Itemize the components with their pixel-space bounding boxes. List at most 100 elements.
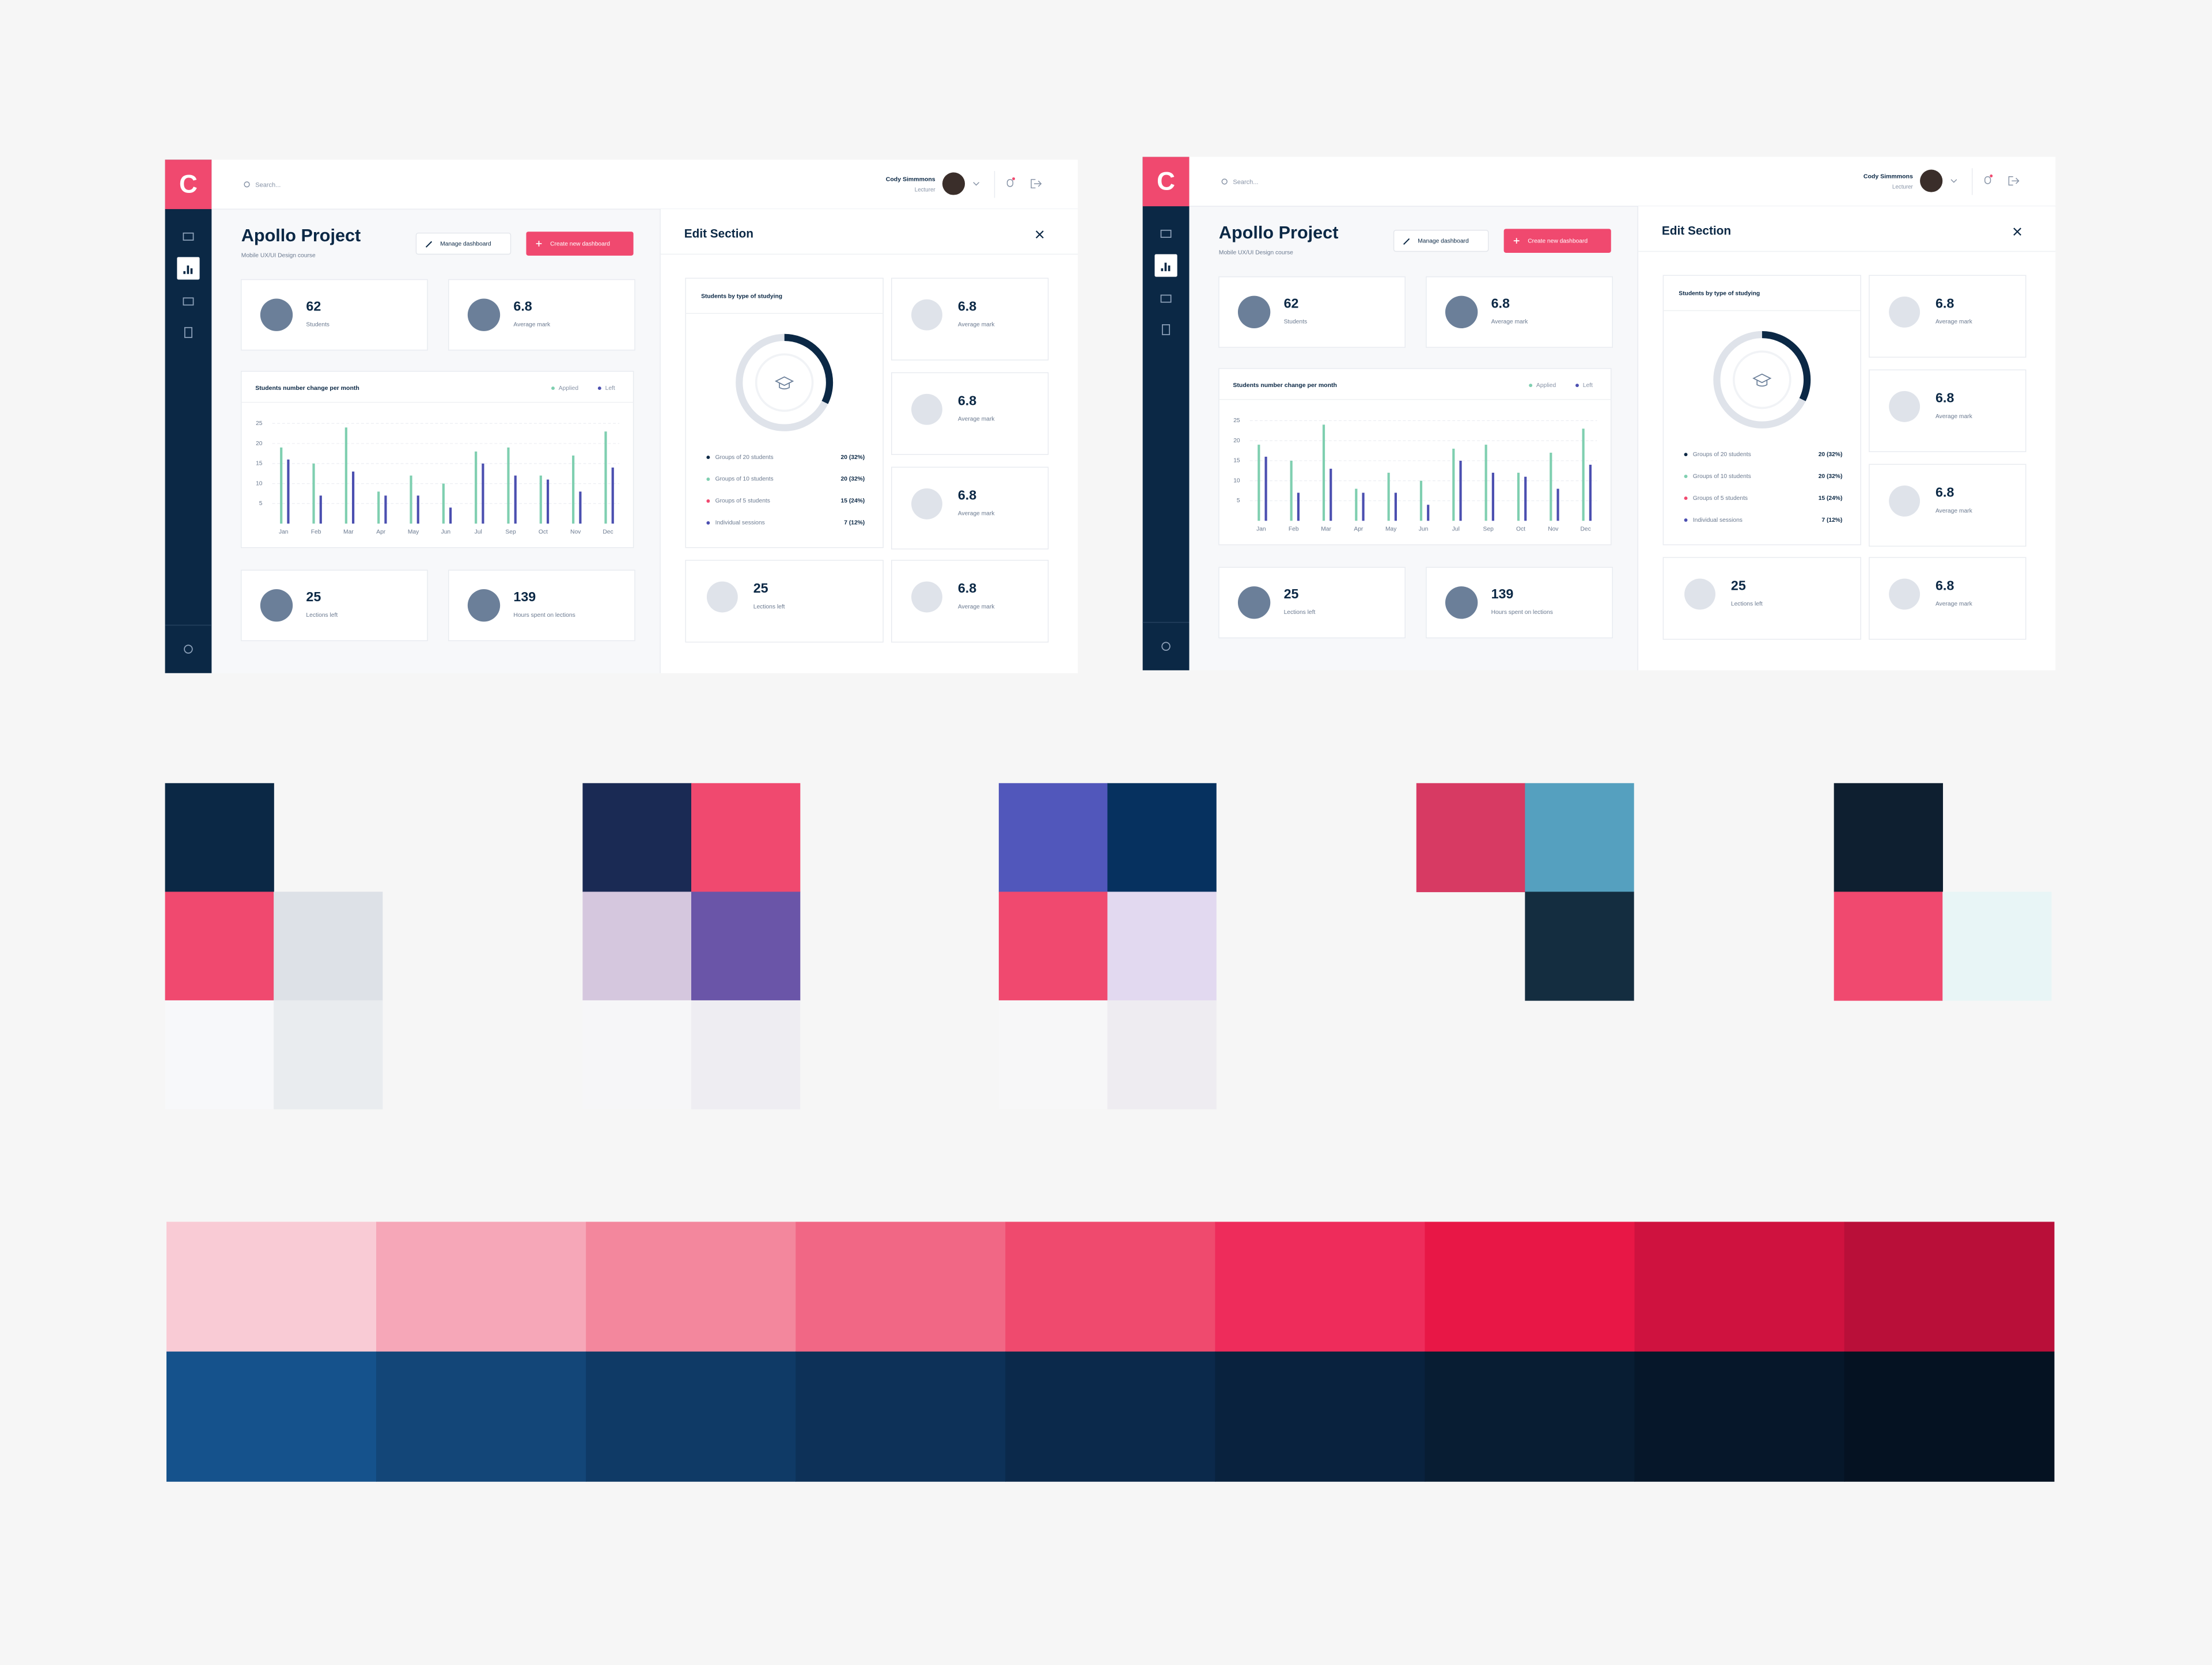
palette-swatch	[582, 1000, 692, 1110]
x-tick-label: Jan	[1256, 526, 1266, 533]
settings-icon[interactable]	[1161, 642, 1171, 651]
donut-legend-label: Individual sessions	[715, 520, 765, 526]
close-icon[interactable]	[2013, 227, 2021, 236]
palette-swatch	[1942, 892, 2052, 1001]
bar	[287, 459, 290, 524]
file-icon[interactable]	[1162, 324, 1171, 335]
bar	[1387, 472, 1390, 521]
bar	[1257, 445, 1260, 521]
create-button[interactable]	[526, 232, 634, 256]
bar	[410, 475, 412, 524]
plus-icon	[1513, 238, 1520, 244]
y-tick-label: 20	[1233, 438, 1240, 444]
y-tick-label: 20	[256, 441, 263, 447]
scale-swatch	[586, 1222, 796, 1352]
bar	[319, 495, 322, 524]
card-value: 6.8	[958, 393, 976, 408]
palette-swatch	[1416, 783, 1526, 893]
donut-legend-value: 7 (12%)	[844, 520, 865, 526]
stat-value: 6.8	[513, 298, 532, 313]
card-label: Average mark	[1936, 508, 1973, 514]
scale-swatch	[1425, 1351, 1635, 1482]
donut-segment	[736, 333, 834, 431]
bar	[1589, 464, 1592, 521]
x-tick-label: Nov	[1548, 526, 1559, 533]
card-value: 6.8	[958, 488, 976, 503]
cap-icon	[1752, 373, 1772, 387]
logout-icon[interactable]	[2008, 176, 2020, 186]
close-icon[interactable]	[1035, 230, 1044, 239]
bar	[1264, 456, 1267, 521]
donut-legend-label: Groups of 5 students	[715, 498, 770, 505]
page-subtitle: Mobile UX/UI Design course	[241, 253, 316, 259]
manage-button[interactable]	[415, 232, 512, 255]
dashboard-screen: C Search... Cody Simmmons Lecturer Apollo Pr…	[165, 160, 1078, 673]
bell-icon[interactable]	[1984, 176, 1991, 184]
donut-center	[1732, 350, 1791, 409]
file-icon[interactable]	[184, 327, 192, 338]
legend-label: Left	[605, 385, 615, 392]
x-tick-label: Jul	[1452, 526, 1460, 533]
donut-segment	[1713, 331, 1811, 428]
chevron[interactable]	[1950, 179, 1957, 183]
mail-icon[interactable]	[183, 297, 194, 306]
bar	[1452, 449, 1455, 521]
avatar[interactable]	[1920, 169, 1943, 192]
donut-legend-value: 20 (32%)	[841, 476, 865, 483]
folder-icon[interactable]	[183, 232, 194, 241]
settings-icon[interactable]	[184, 644, 193, 654]
folder-icon[interactable]	[1160, 229, 1172, 238]
stat-icon	[1445, 586, 1478, 619]
mail-icon[interactable]	[1160, 294, 1172, 303]
bell-badge	[1990, 175, 1993, 177]
sidebar	[165, 160, 212, 673]
palette-swatch	[165, 783, 274, 893]
stat-label: Students	[306, 322, 329, 328]
placeholder-icon	[911, 581, 942, 613]
card	[685, 278, 884, 548]
logo: C	[1157, 167, 1175, 195]
edit-title: Edit Section	[684, 227, 753, 241]
x-tick-label: Apr	[376, 529, 386, 536]
palette-swatch	[1525, 892, 1634, 1001]
palette-swatch	[274, 1000, 383, 1110]
bell-icon[interactable]	[1006, 179, 1014, 187]
bar	[312, 463, 315, 524]
bar	[1556, 488, 1559, 521]
chart-icon-bar	[1161, 268, 1164, 271]
bar	[1394, 492, 1397, 521]
page-title: Apollo Project	[241, 226, 361, 245]
legend-dot	[706, 477, 710, 481]
palette-swatch	[165, 892, 274, 1001]
stat-icon	[467, 589, 501, 622]
sidebar	[1142, 157, 1190, 670]
bar	[1459, 460, 1462, 521]
bar	[442, 483, 445, 524]
logout-icon[interactable]	[1031, 179, 1042, 189]
card-value: 6.8	[1936, 295, 1954, 310]
chart-title: Students number change per month	[1233, 382, 1337, 389]
donut-legend-value: 15 (24%)	[1819, 495, 1843, 502]
manage-button[interactable]	[1393, 230, 1489, 252]
chevron[interactable]	[973, 182, 980, 186]
bar	[1362, 492, 1365, 521]
scale-swatch	[1215, 1222, 1426, 1352]
create-button[interactable]	[1503, 229, 1611, 253]
bar	[1330, 468, 1332, 521]
avatar[interactable]	[942, 172, 965, 195]
bar	[604, 431, 607, 524]
scale-swatch	[166, 1351, 377, 1482]
stat-value: 6.8	[1491, 295, 1510, 310]
placeholder-icon	[911, 299, 942, 331]
card-value: 25	[753, 581, 768, 596]
placeholder-icon	[1889, 486, 1921, 517]
chart-icon-bar	[1164, 263, 1167, 271]
legend-dot	[1684, 496, 1688, 500]
create-button-label: Create new dashboard	[1528, 238, 1588, 245]
x-tick-label: Sep	[1483, 526, 1494, 533]
x-tick-label: Oct	[539, 529, 548, 536]
palette-swatch	[1107, 1000, 1217, 1110]
stat-value: 25	[306, 589, 321, 604]
palette-swatch	[1834, 783, 1943, 893]
